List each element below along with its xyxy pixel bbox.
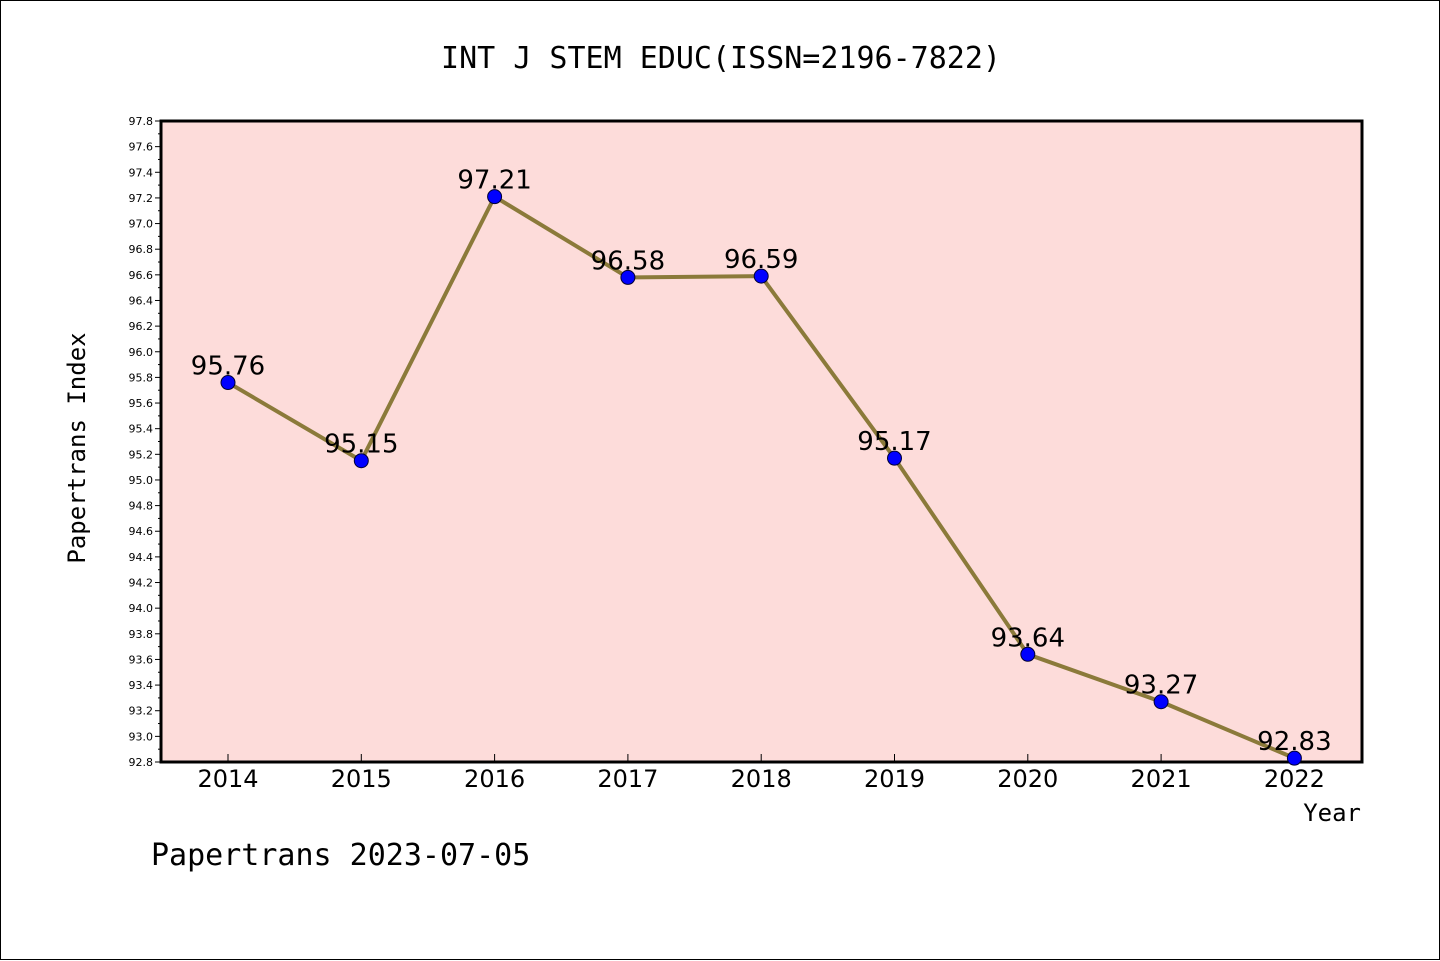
x-tick-label: 2016 bbox=[464, 765, 525, 793]
data-label: 95.15 bbox=[324, 430, 398, 460]
y-tick-label: 97.8 bbox=[129, 115, 154, 128]
series-layer: 95.76 95.15 97.21 96.58 96.59 95.17 93.64 93.27… bbox=[191, 166, 1332, 766]
x-tick-label: 2015 bbox=[331, 765, 392, 793]
data-point bbox=[353, 453, 369, 469]
y-tick-label: 97.4 bbox=[129, 166, 154, 179]
data-label: 97.21 bbox=[457, 166, 531, 196]
y-tick-label: 93.0 bbox=[129, 730, 154, 743]
data-point bbox=[620, 269, 636, 285]
data-label: 93.64 bbox=[991, 623, 1065, 653]
data-point bbox=[1153, 694, 1169, 710]
y-tick-label: 93.8 bbox=[129, 628, 154, 641]
y-tick-label: 94.4 bbox=[129, 551, 154, 564]
y-tick-label: 94.6 bbox=[129, 525, 154, 538]
data-point bbox=[887, 450, 902, 466]
x-tick-label: 2017 bbox=[597, 765, 658, 793]
y-tick-label: 92.8 bbox=[129, 756, 154, 769]
x-tick-label: 2020 bbox=[997, 765, 1058, 793]
data-point bbox=[220, 375, 236, 391]
x-tick-label: 2021 bbox=[1131, 765, 1192, 793]
data-label: 96.59 bbox=[724, 245, 798, 275]
y-tick-label: 96.2 bbox=[129, 320, 154, 333]
y-tick-label: 95.2 bbox=[129, 448, 154, 461]
x-axis-ticks: 2014 2015 2016 2017 2018 2019 2020 2021 2022 bbox=[197, 754, 1325, 793]
data-point bbox=[1286, 750, 1302, 766]
y-axis-label: Papertrans Index bbox=[63, 332, 91, 563]
y-tick-label: 95.0 bbox=[129, 474, 154, 487]
x-axis-label: Year bbox=[1303, 799, 1361, 827]
y-tick-label: 93.6 bbox=[129, 653, 154, 666]
x-tick-label: 2014 bbox=[197, 765, 258, 793]
y-tick-label: 96.8 bbox=[129, 243, 154, 256]
y-tick-label: 93.2 bbox=[129, 705, 154, 718]
y-tick-label: 96.4 bbox=[129, 294, 154, 307]
y-tick-label: 94.0 bbox=[129, 602, 154, 615]
y-axis-ticks: 92.8 93.0 93.2 93.4 93.6 93.8 94.0 94.2 94.4 94.6… bbox=[129, 115, 161, 769]
y-tick-label: 95.6 bbox=[129, 397, 154, 410]
data-point bbox=[1020, 646, 1036, 662]
x-tick-label: 2022 bbox=[1264, 765, 1325, 793]
data-label: 96.58 bbox=[591, 246, 665, 276]
data-label: 95.17 bbox=[857, 427, 931, 457]
plot-area bbox=[159, 119, 1364, 764]
data-label: 92.83 bbox=[1257, 727, 1331, 757]
x-tick-label: 2019 bbox=[864, 765, 925, 793]
data-label: 93.27 bbox=[1124, 671, 1198, 701]
y-tick-label: 94.8 bbox=[129, 500, 154, 513]
data-label: 95.76 bbox=[191, 352, 265, 382]
y-tick-label: 97.6 bbox=[129, 141, 154, 154]
y-tick-label: 94.2 bbox=[129, 577, 154, 590]
footer-text: Papertrans 2023-07-05 bbox=[151, 838, 530, 873]
chart-title: INT J STEM EDUC(ISSN=2196-7822) bbox=[441, 41, 1001, 76]
y-tick-label: 96.6 bbox=[129, 269, 154, 282]
y-tick-label: 97.2 bbox=[129, 192, 154, 205]
y-tick-label: 95.4 bbox=[129, 423, 154, 436]
data-point bbox=[487, 189, 503, 205]
y-tick-label: 96.0 bbox=[129, 346, 154, 359]
y-tick-label: 97.0 bbox=[129, 218, 154, 231]
y-tick-label: 95.8 bbox=[129, 371, 154, 384]
data-point bbox=[753, 268, 769, 284]
x-tick-label: 2018 bbox=[731, 765, 792, 793]
y-tick-label: 93.4 bbox=[129, 679, 154, 692]
